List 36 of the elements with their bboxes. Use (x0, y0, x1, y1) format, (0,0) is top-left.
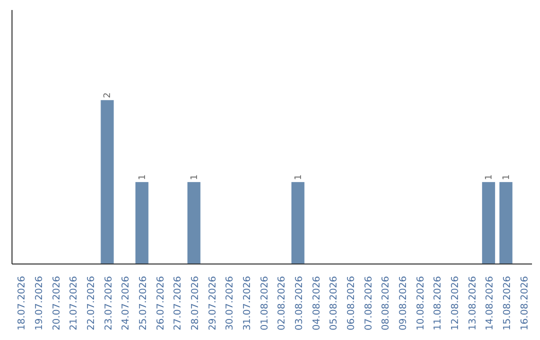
x-tick-label: 14.08.2026 (484, 276, 496, 330)
x-tick-label: 03.08.2026 (294, 276, 305, 330)
data-label: 1 (294, 174, 304, 180)
x-tick-label: 11.08.2026 (432, 276, 444, 330)
data-label: 1 (190, 174, 200, 180)
x-tick-label: 22.07.2026 (86, 276, 97, 330)
x-tick-label: 30.07.2026 (224, 276, 236, 330)
x-tick-label: 26.07.2026 (155, 276, 166, 330)
x-tick-label: 23.07.2026 (103, 276, 114, 330)
x-tick-label: 13.08.2026 (467, 276, 478, 330)
x-tick-label: 18.07.2026 (16, 276, 28, 330)
x-tick-label: 21.07.2026 (68, 276, 80, 330)
x-tick-label: 24.07.2026 (120, 276, 132, 330)
x-tick-label: 10.08.2026 (415, 276, 426, 330)
x-tick-label: 01.08.2026 (259, 276, 270, 330)
x-tick-label: 09.08.2026 (398, 276, 409, 330)
x-tick-label: 05.08.2026 (328, 276, 340, 330)
x-tick-label: 06.08.2026 (346, 276, 357, 330)
x-tick-label: 15.08.2026 (502, 276, 513, 330)
x-tick-label: 12.08.2026 (450, 276, 461, 330)
x-tick-label: 04.08.2026 (311, 276, 322, 330)
x-tick-label: 27.07.2026 (172, 276, 184, 330)
x-tick-label: 16.08.2026 (519, 276, 530, 330)
x-tick-label: 07.08.2026 (363, 276, 374, 330)
x-tick-label: 02.08.2026 (276, 276, 288, 330)
x-tick-label: 25.07.2026 (138, 276, 149, 330)
x-tick-label: 20.07.2026 (51, 276, 62, 330)
x-tick-label: 19.07.2026 (34, 276, 45, 330)
data-label: 1 (484, 174, 495, 180)
data-label: 2 (103, 92, 114, 98)
data-label: 1 (138, 174, 148, 180)
data-label: 1 (502, 174, 512, 180)
x-tick-label: 28.07.2026 (190, 276, 201, 330)
x-tick-label: 08.08.2026 (380, 276, 392, 330)
x-tick-label: 31.07.2026 (242, 276, 253, 330)
x-tick-label: 29.07.2026 (207, 276, 218, 330)
